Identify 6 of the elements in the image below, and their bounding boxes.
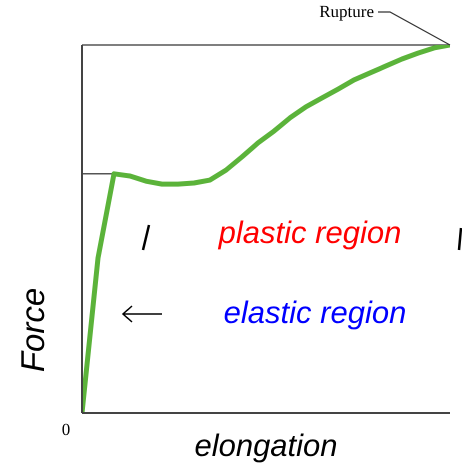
text: 0 <box>62 420 70 440</box>
annotation: elastic region <box>224 295 406 331</box>
annotation: plastic region <box>218 215 402 251</box>
y-axis-title: Force <box>14 288 52 372</box>
text: Rupture <box>319 2 374 22</box>
x-axis-title: elongation <box>194 428 338 464</box>
